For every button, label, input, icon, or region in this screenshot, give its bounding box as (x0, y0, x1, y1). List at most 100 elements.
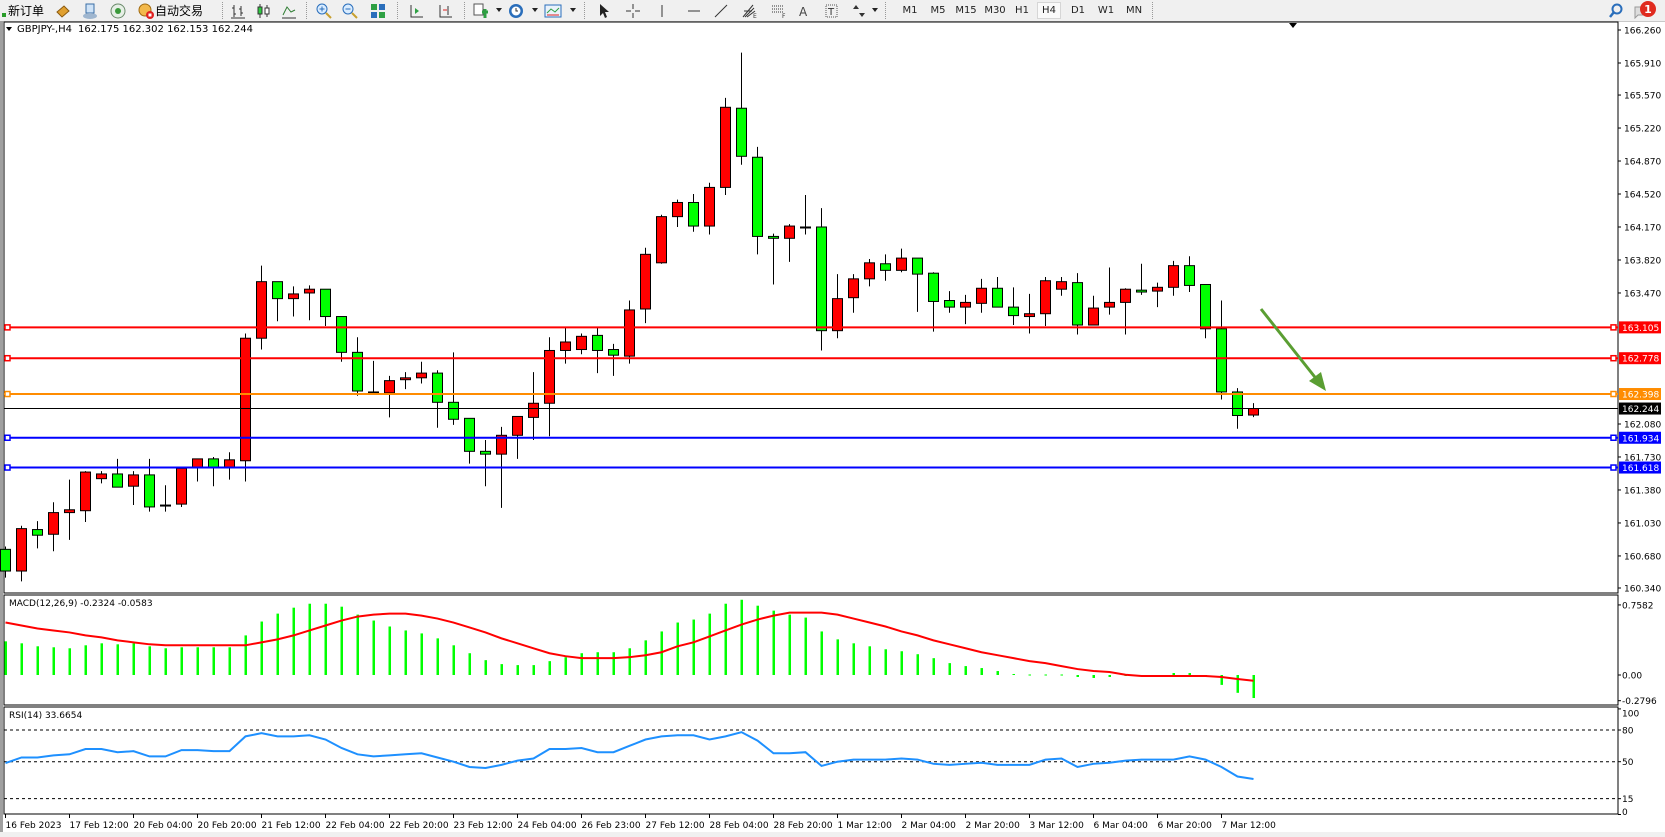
timeframe-d1[interactable]: D1 (1070, 5, 1086, 16)
level-handle-left[interactable] (4, 324, 11, 331)
level-handle-right[interactable] (1610, 354, 1617, 362)
autoscroll-button[interactable] (437, 2, 453, 19)
level-handle-right[interactable] (1610, 390, 1617, 398)
candle[interactable] (464, 417, 475, 464)
chart-shift-marker-icon[interactable] (1289, 23, 1297, 28)
candle[interactable] (816, 208, 827, 351)
candle[interactable] (1056, 276, 1067, 296)
candle[interactable] (1152, 282, 1163, 308)
candle[interactable] (784, 224, 795, 262)
periods-button[interactable] (508, 2, 524, 19)
candle[interactable] (544, 337, 555, 437)
signals-button[interactable] (110, 2, 126, 19)
horizontal-line-button[interactable] (686, 2, 702, 19)
tile-windows-button[interactable] (370, 2, 386, 19)
line-chart-button[interactable] (281, 2, 297, 19)
candle[interactable] (976, 278, 987, 313)
candle[interactable] (1168, 260, 1179, 296)
candle[interactable] (256, 265, 267, 350)
candle[interactable] (400, 372, 411, 390)
timeframe-m5[interactable]: M5 (930, 5, 946, 16)
candle[interactable] (1184, 256, 1195, 293)
candle[interactable] (1216, 300, 1227, 400)
chart-menu-triangle-icon[interactable] (6, 27, 12, 31)
candle[interactable] (240, 333, 251, 482)
candle[interactable] (848, 274, 859, 313)
timeframe-h1[interactable]: H1 (1015, 5, 1029, 16)
timeframe-h4[interactable]: H4 (1037, 2, 1061, 19)
candle[interactable] (592, 327, 603, 374)
periods-dropdown[interactable] (532, 8, 538, 12)
candle[interactable] (624, 300, 635, 364)
candle[interactable] (768, 233, 779, 285)
candle[interactable] (368, 360, 379, 394)
auto-trading-button[interactable]: 自动交易 (137, 2, 203, 19)
vertical-line-button[interactable] (658, 2, 666, 19)
candle[interactable] (352, 337, 363, 396)
candle[interactable] (32, 521, 43, 549)
indicators-dropdown[interactable] (496, 8, 502, 12)
market-watch-button[interactable] (55, 2, 71, 19)
candle[interactable] (800, 194, 811, 235)
candle[interactable] (704, 182, 715, 235)
candle[interactable] (928, 272, 939, 332)
candle[interactable] (416, 361, 427, 384)
chart-shift-button[interactable] (408, 2, 424, 19)
level-handle-left[interactable] (4, 390, 11, 398)
candle[interactable] (64, 479, 75, 540)
timeframe-w1[interactable]: W1 (1097, 5, 1115, 16)
candlestick-button[interactable] (256, 2, 272, 19)
candle[interactable] (48, 502, 59, 552)
candle[interactable] (736, 52, 747, 165)
text-button[interactable]: A (798, 2, 810, 19)
timeframe-m15[interactable]: M15 (955, 5, 977, 16)
candle[interactable] (128, 471, 139, 506)
candle[interactable] (1104, 267, 1115, 315)
level-handle-right[interactable] (1610, 464, 1617, 471)
zoom-in-button[interactable] (316, 2, 332, 19)
crosshair-button[interactable] (625, 2, 641, 19)
candle[interactable] (896, 248, 907, 273)
candle[interactable] (112, 458, 123, 488)
timeframe-mn[interactable]: MN (1125, 5, 1143, 16)
candle[interactable] (752, 146, 763, 255)
candle[interactable] (672, 199, 683, 227)
candle[interactable] (1040, 276, 1051, 326)
arrows-button[interactable] (852, 2, 868, 19)
navigator-button[interactable] (82, 2, 98, 19)
arrow-annotation[interactable] (1259, 308, 1326, 391)
level-handle-left[interactable] (4, 434, 11, 442)
candle[interactable] (864, 259, 875, 287)
candle[interactable] (1008, 287, 1019, 326)
candle[interactable] (528, 372, 539, 441)
chart-window[interactable]: 163.105 162.778 162.398 161.934 161.618 162.2… (0, 21, 1665, 837)
candle[interactable] (960, 294, 971, 325)
level-handle-right[interactable] (1610, 434, 1617, 442)
candle[interactable] (992, 276, 1003, 308)
candle[interactable] (1200, 283, 1211, 339)
candle[interactable] (640, 247, 651, 324)
trendline-button[interactable] (713, 2, 729, 19)
level-handle-left[interactable] (4, 354, 11, 362)
candle[interactable] (432, 370, 443, 428)
candle[interactable] (80, 471, 91, 523)
candle[interactable] (576, 333, 587, 355)
candle[interactable] (320, 288, 331, 326)
cursor-button[interactable] (597, 2, 611, 19)
candle[interactable] (336, 316, 347, 362)
search-button[interactable] (1608, 2, 1624, 19)
candle[interactable] (96, 471, 107, 484)
candle[interactable] (944, 291, 955, 313)
timeframe-m1[interactable]: M1 (902, 5, 918, 16)
candle[interactable] (480, 440, 491, 487)
candle[interactable] (656, 214, 667, 264)
candle[interactable] (912, 257, 923, 312)
candle[interactable] (720, 97, 731, 195)
candle[interactable] (1136, 263, 1147, 295)
text-label-button[interactable]: T (825, 2, 839, 19)
timeframe-m30[interactable]: M30 (984, 5, 1006, 16)
zoom-out-button[interactable] (342, 2, 358, 19)
arrows-dropdown[interactable] (872, 8, 878, 12)
candle[interactable] (384, 375, 395, 418)
new-order-button[interactable]: 新订单 (2, 2, 44, 19)
